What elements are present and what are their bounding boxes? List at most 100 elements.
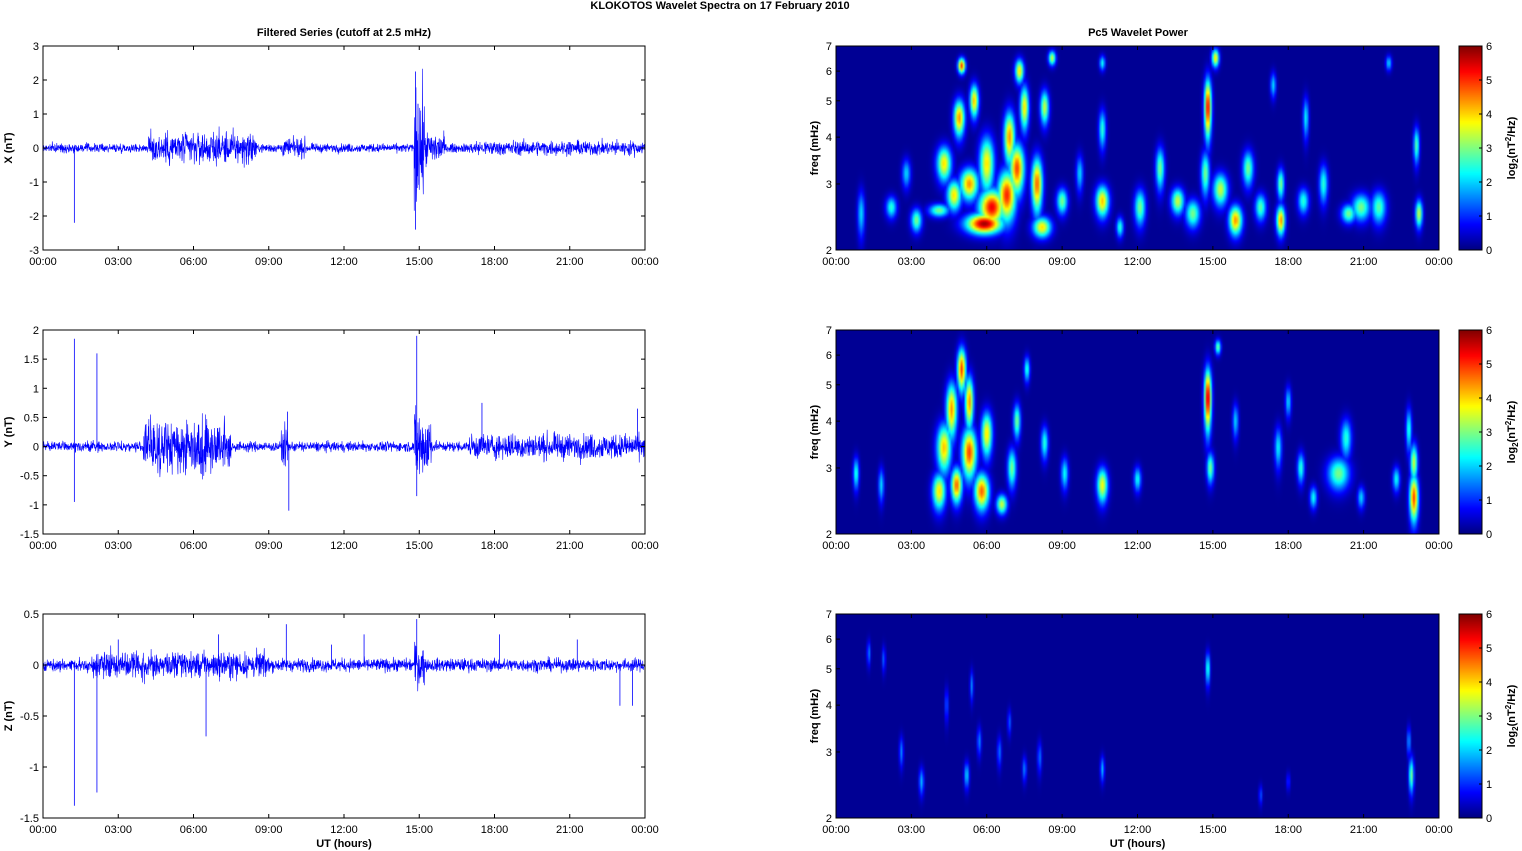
x-tick-label: 12:00	[330, 256, 358, 268]
y-tick-label: 6	[826, 634, 832, 646]
colorbar-tick-label: 2	[1486, 461, 1492, 473]
x-tick-label: 18:00	[481, 256, 509, 268]
x-tick-label: 03:00	[898, 540, 926, 552]
x-tick-label: 15:00	[1199, 540, 1227, 552]
y-tick-label: 6	[826, 66, 832, 78]
x-tick-label: 15:00	[405, 256, 433, 268]
y-tick-label: 5	[826, 380, 832, 392]
y-tick-label: 5	[826, 664, 832, 676]
x-tick-label: 03:00	[898, 256, 926, 268]
y-tick-label: 0.5	[24, 412, 39, 424]
x-tick-label: 09:00	[1048, 540, 1076, 552]
y-tick-label: 2	[33, 75, 39, 87]
freq-axis-label: freq (mHz)	[809, 688, 821, 743]
colorbar	[1459, 330, 1482, 534]
colorbar-tick-label: 4	[1486, 393, 1492, 405]
x-tick-label: 00:00	[822, 824, 850, 836]
y-tick-label: 3	[826, 179, 832, 191]
filtered-trace-y	[42, 405, 646, 480]
x-tick-label: 12:00	[1124, 540, 1152, 552]
wavelet-power-heatmap-y	[836, 330, 1439, 534]
x-tick-label: 15:00	[1199, 256, 1227, 268]
y-tick-label: 5	[826, 96, 832, 108]
colorbar-tick-label: 1	[1486, 495, 1492, 507]
colorbar-tick-label: 2	[1486, 177, 1492, 189]
x-tick-label: 03:00	[104, 824, 132, 836]
y-tick-label: 4	[826, 700, 832, 712]
x-tick-label: 09:00	[255, 540, 283, 552]
y-tick-label: 2	[826, 245, 832, 257]
figure-title: KLOKOTOS Wavelet Spectra on 17 February …	[590, 0, 849, 12]
x-tick-label: 03:00	[898, 824, 926, 836]
x-tick-label: 00:00	[1425, 824, 1453, 836]
x-tick-label: 00:00	[822, 540, 850, 552]
y-tick-label: -0.5	[20, 711, 39, 723]
y-tick-label: 2	[826, 813, 832, 825]
colorbar-tick-label: 3	[1486, 427, 1492, 439]
y-tick-label: -1	[29, 500, 39, 512]
colorbar-label: log2(nT2/Hz)	[1504, 400, 1520, 463]
colorbar-tick-label: 3	[1486, 143, 1492, 155]
colorbar-tick-label: 6	[1486, 609, 1492, 621]
x-axis-label-right: UT (hours)	[1110, 838, 1166, 850]
x-tick-label: 09:00	[1048, 824, 1076, 836]
colorbar	[1459, 614, 1482, 818]
x-tick-label: 03:00	[104, 256, 132, 268]
y-tick-label: 0.5	[24, 609, 39, 621]
x-tick-label: 06:00	[180, 824, 208, 836]
x-tick-label: 21:00	[1350, 256, 1378, 268]
x-tick-label: 09:00	[1048, 256, 1076, 268]
x-tick-label: 21:00	[556, 256, 584, 268]
x-tick-label: 15:00	[405, 540, 433, 552]
x-tick-label: 12:00	[1124, 256, 1152, 268]
panels: -3 -2 -1 0 1 2 3 00:00 03:00 06:00 09:00 12:00 15:00…	[3, 41, 1520, 850]
colorbar-tick-label: 6	[1486, 41, 1492, 53]
filtered-trace-z	[42, 641, 646, 692]
x-tick-label: 06:00	[973, 824, 1001, 836]
wavelet-power-heatmap-z	[836, 614, 1439, 818]
y-tick-label: 1.5	[24, 354, 39, 366]
colorbar-tick-label: 0	[1486, 813, 1492, 825]
colorbar-tick-label: 6	[1486, 325, 1492, 337]
y-tick-label: -0.5	[20, 471, 39, 483]
x-tick-label: 00:00	[1425, 540, 1453, 552]
colorbar-tick-label: 5	[1486, 75, 1492, 87]
filtered-trace-x	[42, 68, 646, 211]
x-tick-label: 21:00	[556, 540, 584, 552]
x-tick-label: 06:00	[973, 540, 1001, 552]
x-tick-label: 15:00	[405, 824, 433, 836]
x-axis-label-left: UT (hours)	[316, 838, 372, 850]
x-tick-label: 00:00	[631, 824, 659, 836]
x-tick-label: 00:00	[29, 540, 57, 552]
colorbar-tick-label: 4	[1486, 109, 1492, 121]
colorbar-tick-label: 5	[1486, 643, 1492, 655]
colorbar-tick-label: 0	[1486, 529, 1492, 541]
y-axis-label: X (nT)	[3, 132, 15, 163]
x-tick-label: 12:00	[330, 824, 358, 836]
colorbar-label: log2(nT2/Hz)	[1504, 684, 1520, 747]
y-tick-label: 7	[826, 41, 832, 53]
x-tick-label: 00:00	[822, 256, 850, 268]
y-tick-label: 3	[826, 463, 832, 475]
x-tick-label: 18:00	[1274, 824, 1302, 836]
y-tick-label: -3	[29, 245, 39, 257]
right-column-title: Pc5 Wavelet Power	[1088, 27, 1189, 39]
colorbar-tick-label: 4	[1486, 677, 1492, 689]
axes-frame	[42, 613, 646, 819]
y-tick-label: 2	[33, 325, 39, 337]
x-tick-label: 21:00	[1350, 540, 1378, 552]
wavelet-power-heatmap-x	[836, 46, 1439, 250]
x-tick-label: 00:00	[29, 256, 57, 268]
y-tick-label: 3	[33, 41, 39, 53]
x-tick-label: 18:00	[1274, 256, 1302, 268]
colorbar-tick-label: 0	[1486, 245, 1492, 257]
x-tick-label: 18:00	[1274, 540, 1302, 552]
freq-axis-label: freq (mHz)	[809, 120, 821, 175]
x-tick-label: 09:00	[255, 824, 283, 836]
y-tick-label: 4	[826, 132, 832, 144]
x-tick-label: 09:00	[255, 256, 283, 268]
left-column-title: Filtered Series (cutoff at 2.5 mHz)	[257, 27, 432, 39]
x-tick-label: 06:00	[973, 256, 1001, 268]
y-tick-label: -1	[29, 177, 39, 189]
y-tick-label: 7	[826, 325, 832, 337]
